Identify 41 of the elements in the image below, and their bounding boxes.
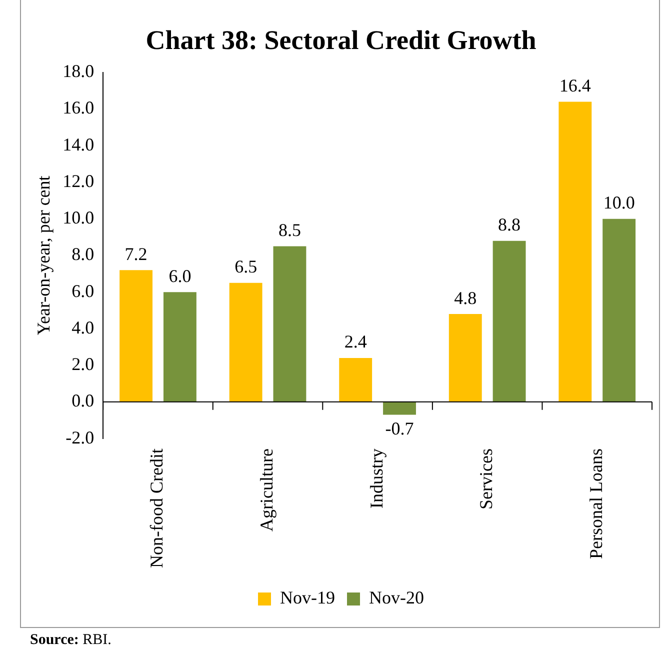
data-label: 6.0 bbox=[168, 266, 192, 286]
y-tick-label: 18.0 bbox=[62, 61, 94, 82]
y-tick-label: 6.0 bbox=[72, 280, 94, 301]
data-label: 8.8 bbox=[498, 214, 521, 235]
x-tick-label: Personal Loans bbox=[586, 448, 606, 560]
data-label: 7.2 bbox=[124, 244, 148, 264]
bar bbox=[339, 358, 372, 402]
y-axis-title: Year-on-year, per cent bbox=[34, 176, 54, 336]
bar bbox=[492, 240, 526, 402]
y-tick-label: 2.0 bbox=[72, 354, 94, 374]
data-label: -0.7 bbox=[385, 418, 414, 438]
y-tick-label: 16.0 bbox=[62, 98, 94, 118]
x-tick-label: Services bbox=[476, 448, 496, 510]
data-label: 6.5 bbox=[234, 256, 258, 277]
data-label: 8.5 bbox=[278, 220, 301, 240]
data-label: 16.4 bbox=[559, 75, 591, 96]
y-tick-label: -2.0 bbox=[66, 427, 94, 448]
chart-title: Chart 38: Sectoral Credit Growth bbox=[146, 25, 536, 56]
y-tick-label: 14.0 bbox=[62, 134, 94, 154]
y-tick-label: 0.0 bbox=[72, 390, 94, 411]
x-tick-label: Industry bbox=[366, 448, 386, 509]
legend-label: Nov-19 bbox=[280, 588, 336, 608]
data-label: 2.4 bbox=[344, 332, 367, 352]
bar bbox=[273, 246, 306, 402]
x-tick-label: Agriculture bbox=[256, 448, 277, 532]
y-tick-label: 8.0 bbox=[72, 244, 94, 264]
bar bbox=[448, 314, 482, 402]
bar bbox=[602, 218, 636, 402]
legend-label: Nov-20 bbox=[369, 588, 424, 608]
bar bbox=[558, 102, 592, 402]
bar bbox=[163, 292, 196, 402]
bar bbox=[120, 270, 152, 402]
bar bbox=[229, 282, 262, 402]
y-tick-label: 4.0 bbox=[72, 317, 94, 338]
bar bbox=[383, 402, 416, 415]
source-note: Source: RBI. bbox=[30, 632, 112, 648]
y-tick-label: 10.0 bbox=[62, 208, 94, 228]
y-tick-label: 12.0 bbox=[62, 170, 94, 191]
x-tick-label: Non-food Credit bbox=[146, 448, 167, 568]
data-label: 10.0 bbox=[603, 192, 635, 213]
data-label: 4.8 bbox=[454, 288, 477, 308]
